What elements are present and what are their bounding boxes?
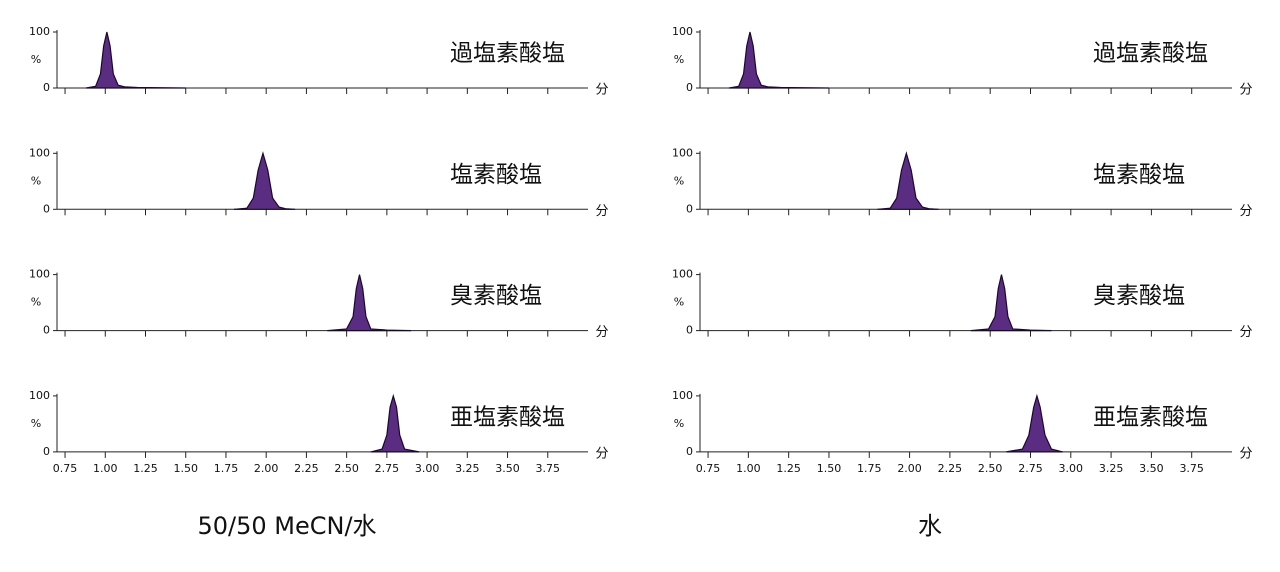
- column-caption: 水: [918, 512, 942, 540]
- x-tick-label: 1.00: [736, 462, 761, 475]
- x-tick-label: 2.75: [375, 462, 400, 475]
- x-axis-label: 分: [1239, 204, 1252, 219]
- x-tick-label: 2.50: [334, 462, 359, 475]
- y-tick-label: 100: [672, 389, 693, 402]
- trace-label: 臭素酸塩: [1093, 283, 1185, 309]
- y-tick-label: 0: [686, 445, 693, 458]
- peak-area: [233, 151, 296, 210]
- x-axis-label: 分: [1239, 83, 1252, 98]
- peak-area: [1006, 393, 1063, 453]
- y-tick-label: 0: [43, 324, 50, 337]
- x-tick-label: 0.75: [53, 462, 78, 475]
- y-tick-label: 100: [672, 146, 693, 159]
- x-tick-label: 3.75: [1179, 462, 1204, 475]
- peak-area: [877, 151, 939, 210]
- y-axis-label: %: [674, 174, 684, 187]
- y-axis-label: %: [674, 53, 684, 66]
- y-tick-label: 0: [43, 445, 50, 458]
- y-axis-label: %: [674, 296, 684, 309]
- x-tick-label: 1.75: [857, 462, 882, 475]
- y-tick-label: 0: [686, 81, 693, 94]
- peak-area: [970, 274, 1052, 332]
- x-tick-label: 2.00: [254, 462, 279, 475]
- x-axis-label: 分: [1239, 446, 1252, 461]
- trace-label: 過塩素酸塩: [450, 41, 565, 67]
- x-axis-label: 分: [595, 83, 608, 98]
- x-tick-label: 3.50: [495, 462, 520, 475]
- trace-label: 亜塩素酸塩: [1093, 404, 1208, 430]
- x-tick-label: 3.25: [455, 462, 480, 475]
- y-axis-label: %: [31, 53, 41, 66]
- x-axis-label: 分: [595, 204, 608, 219]
- x-axis-label: 分: [595, 446, 608, 461]
- x-tick-label: 2.00: [897, 462, 922, 475]
- x-tick-label: 0.75: [696, 462, 721, 475]
- x-tick-label: 3.00: [415, 462, 440, 475]
- y-tick-label: 0: [43, 202, 50, 215]
- x-tick-label: 1.75: [214, 462, 239, 475]
- trace-label: 過塩素酸塩: [1093, 41, 1208, 67]
- y-tick-label: 0: [686, 324, 693, 337]
- x-axis-label: 分: [595, 325, 608, 340]
- y-axis-label: %: [674, 417, 684, 430]
- y-tick-label: 100: [29, 146, 50, 159]
- x-tick-label: 1.25: [133, 462, 158, 475]
- x-tick-label: 3.25: [1099, 462, 1124, 475]
- x-tick-label: 1.50: [173, 462, 198, 475]
- x-tick-label: 3.75: [536, 462, 561, 475]
- trace-label: 臭素酸塩: [450, 283, 542, 309]
- y-axis-label: %: [31, 174, 41, 187]
- x-tick-label: 2.25: [938, 462, 963, 475]
- peak-area: [327, 274, 412, 332]
- y-axis-label: %: [31, 417, 41, 430]
- x-axis-label: 分: [1239, 325, 1252, 340]
- x-tick-label: 1.00: [93, 462, 118, 475]
- trace-label: 塩素酸塩: [1093, 162, 1185, 188]
- y-tick-label: 100: [29, 268, 50, 281]
- y-tick-label: 100: [29, 389, 50, 402]
- peak-area: [370, 393, 420, 453]
- x-tick-label: 2.50: [978, 462, 1003, 475]
- x-tick-label: 1.25: [776, 462, 801, 475]
- trace-label: 塩素酸塩: [450, 162, 542, 188]
- column-caption: 50/50 MeCN/水: [197, 512, 376, 540]
- y-axis-label: %: [31, 296, 41, 309]
- x-tick-label: 2.75: [1018, 462, 1043, 475]
- y-tick-label: 100: [672, 268, 693, 281]
- x-tick-label: 1.50: [817, 462, 842, 475]
- y-tick-label: 100: [672, 25, 693, 38]
- peak-area: [85, 31, 186, 89]
- y-tick-label: 0: [686, 202, 693, 215]
- x-tick-label: 2.25: [294, 462, 319, 475]
- y-tick-label: 100: [29, 25, 50, 38]
- trace-label: 亜塩素酸塩: [450, 404, 565, 430]
- x-tick-label: 3.00: [1059, 462, 1084, 475]
- y-tick-label: 0: [43, 81, 50, 94]
- peak-area: [728, 31, 829, 89]
- x-tick-label: 3.50: [1139, 462, 1164, 475]
